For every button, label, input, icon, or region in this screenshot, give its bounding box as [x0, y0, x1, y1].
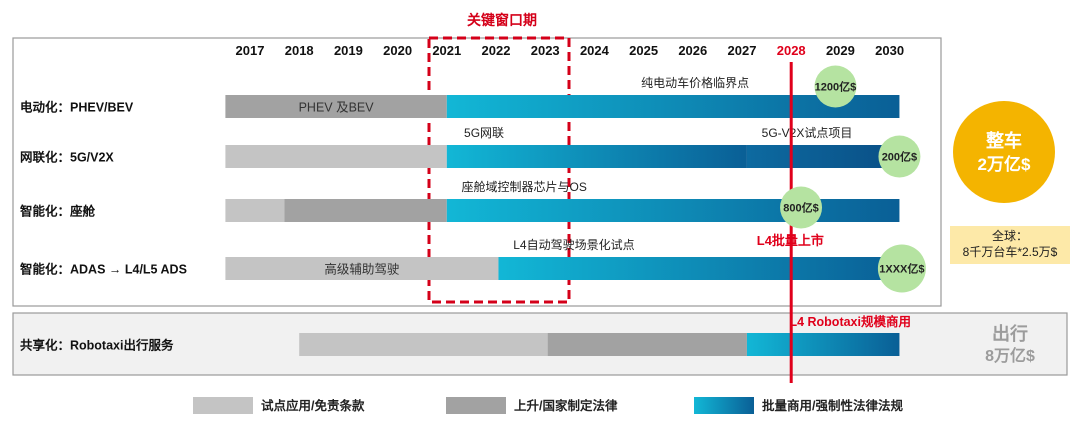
bar-segment-0-0 [225, 95, 447, 118]
row-label-1: 网联化：5G/V2X [20, 150, 114, 165]
legend: 试点应用/免责条款 上升/国家制定法律 批量商用/强制性法律法规 [193, 397, 903, 414]
year-label-2017: 2017 [236, 43, 265, 58]
car-market-title: 整车 [985, 130, 1022, 151]
market-bubble-label-3: 1XXX亿$ [879, 262, 924, 276]
row-label-0: 电动化：PHEV/BEV [20, 100, 134, 115]
bar-segment-label-0-0: PHEV 及BEV [299, 101, 375, 115]
sharing-segment-0 [299, 333, 548, 356]
year-label-2024: 2024 [580, 43, 610, 58]
global-note-line2: 8千万台车*2.5万$ [963, 244, 1058, 259]
bar-segment-1-2 [746, 145, 900, 168]
sharing-row: 共享化：Robotaxi出行服务 L4 Robotaxi规模商用 [20, 314, 911, 356]
year-label-2022: 2022 [482, 43, 511, 58]
bar-segment-label-3-0: 高级辅助驾驶 [324, 262, 400, 277]
sharing-row-label: 共享化：Robotaxi出行服务 [20, 338, 174, 353]
key-window-label: 关键窗口期 [467, 12, 537, 28]
row-annotation-1-1: 5G-V2X试点项目 [762, 125, 853, 140]
row-label-2: 智能化：座舱 [19, 204, 96, 219]
market-bubble-label-0: 1200亿$ [815, 80, 857, 94]
market-bubble-3 [877, 244, 926, 293]
year-label-2021: 2021 [432, 43, 461, 58]
row-annotation-2-0: 座舱域控制器芯片与OS [462, 179, 587, 194]
year-label-2026: 2026 [678, 43, 707, 58]
car-market-circle [953, 101, 1055, 203]
legend-swatch-1 [446, 397, 506, 414]
legend-label-0: 试点应用/免责条款 [261, 398, 365, 413]
car-market-value: 2万亿$ [978, 154, 1031, 174]
year-label-2018: 2018 [285, 43, 314, 58]
legend-swatch-0 [193, 397, 253, 414]
year-label-2028: 2028 [777, 43, 806, 58]
year-label-2020: 2020 [383, 43, 412, 58]
market-bubble-label-2: 800亿$ [783, 201, 818, 215]
legend-swatch-2 [694, 397, 754, 414]
row-annotation-1-0: 5G网联 [464, 126, 504, 140]
sharing-segment-2 [746, 333, 900, 356]
bar-segment-2-1 [284, 199, 447, 222]
roadmap-rows: 电动化：PHEV/BEV PHEV 及BEV 纯电动车价格临界点网联化：5G/V2X… [19, 75, 900, 280]
sharing-segment-1 [547, 333, 747, 356]
bar-segment-0-1 [446, 95, 900, 118]
row-annotation-0-0: 纯电动车价格临界点 [641, 75, 749, 90]
year-label-2027: 2027 [728, 43, 757, 58]
mobility-market-value: 8万亿$ [985, 346, 1035, 365]
market-bubble-0 [814, 65, 857, 108]
global-note-box [950, 226, 1070, 264]
year-label-2025: 2025 [629, 43, 658, 58]
bar-segment-2-0 [225, 199, 285, 222]
bar-segment-3-0 [225, 257, 499, 280]
row-annotation-3-0: L4自动驾驶场景化试点 [513, 237, 634, 252]
row-label-3: 智能化：ADAS → L4/L5 ADS [19, 262, 187, 277]
market-bubbles: 1200亿$ 200亿$ 800亿$ 1XXX亿$ [780, 65, 926, 293]
year-label-2019: 2019 [334, 43, 363, 58]
market-bubble-2 [780, 186, 823, 229]
year-axis: 2017 2018 2019 2020 2021 2022 2023 2024 2025 2026… [236, 43, 905, 58]
year-label-2029: 2029 [826, 43, 855, 58]
year-label-2030: 2030 [875, 43, 904, 58]
key-window-box [427, 36, 571, 304]
market-bubble-1 [878, 135, 921, 178]
mobility-market-title: 出行 [992, 323, 1028, 344]
global-note-line1: 全球： [992, 228, 1028, 243]
legend-label-2: 批量商用/强制性法律法规 [762, 398, 903, 413]
legend-label-1: 上升/国家制定法律 [514, 398, 618, 413]
year-label-2023: 2023 [531, 43, 560, 58]
bar-segment-1-0 [225, 145, 447, 168]
bar-segment-2-2 [446, 199, 900, 222]
market-bubble-label-1: 200亿$ [882, 150, 917, 164]
bar-segment-3-1 [498, 257, 900, 280]
bar-segment-1-1 [446, 145, 747, 168]
sharing-red-annotation: L4 Robotaxi规模商用 [789, 314, 911, 329]
